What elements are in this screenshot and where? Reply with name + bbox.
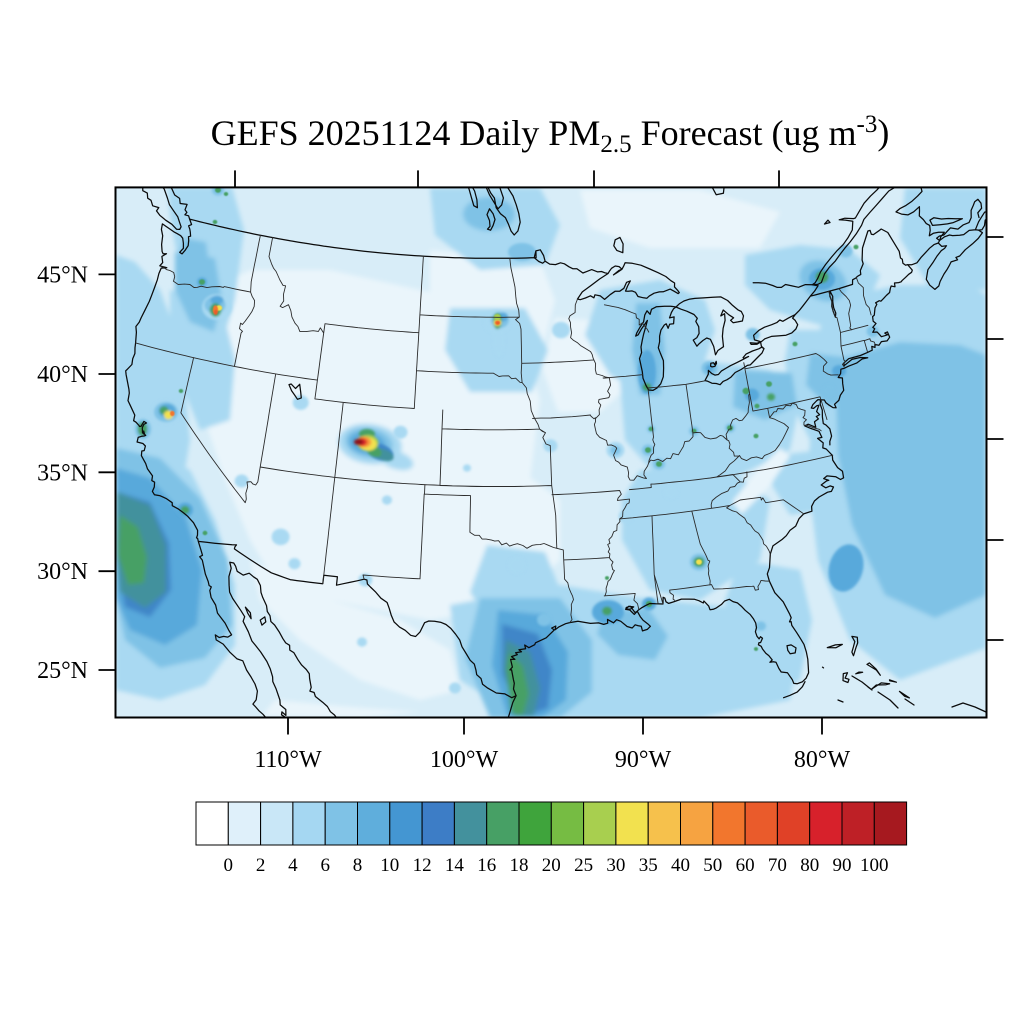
svg-text:100: 100 bbox=[860, 855, 889, 876]
svg-text:4: 4 bbox=[288, 855, 298, 876]
svg-text:40: 40 bbox=[671, 855, 690, 876]
svg-text:14: 14 bbox=[445, 855, 465, 876]
svg-text:45°N: 45°N bbox=[37, 262, 88, 288]
svg-text:2: 2 bbox=[256, 855, 266, 876]
svg-text:70: 70 bbox=[768, 855, 787, 876]
svg-text:110°W: 110°W bbox=[254, 747, 322, 773]
svg-text:6: 6 bbox=[320, 855, 330, 876]
svg-text:30: 30 bbox=[606, 855, 625, 876]
svg-text:40°N: 40°N bbox=[37, 362, 88, 388]
svg-text:80°W: 80°W bbox=[794, 747, 851, 773]
svg-text:10: 10 bbox=[380, 855, 399, 876]
svg-text:90°W: 90°W bbox=[615, 747, 672, 773]
svg-text:25°N: 25°N bbox=[37, 658, 88, 684]
svg-text:25: 25 bbox=[574, 855, 593, 876]
svg-text:16: 16 bbox=[477, 855, 496, 876]
svg-text:12: 12 bbox=[413, 855, 432, 876]
svg-text:GEFS 20251124 Daily PM2.5 Fore: GEFS 20251124 Daily PM2.5 Forecast (ug m… bbox=[211, 111, 890, 158]
svg-text:0: 0 bbox=[224, 855, 234, 876]
svg-text:8: 8 bbox=[353, 855, 363, 876]
svg-text:30°N: 30°N bbox=[37, 559, 88, 585]
svg-text:35°N: 35°N bbox=[37, 460, 88, 486]
svg-text:60: 60 bbox=[736, 855, 755, 876]
svg-text:35: 35 bbox=[639, 855, 658, 876]
svg-text:90: 90 bbox=[833, 855, 852, 876]
svg-text:20: 20 bbox=[542, 855, 561, 876]
svg-text:18: 18 bbox=[510, 855, 529, 876]
svg-text:50: 50 bbox=[703, 855, 722, 876]
svg-text:80: 80 bbox=[800, 855, 819, 876]
svg-text:100°W: 100°W bbox=[430, 747, 499, 773]
